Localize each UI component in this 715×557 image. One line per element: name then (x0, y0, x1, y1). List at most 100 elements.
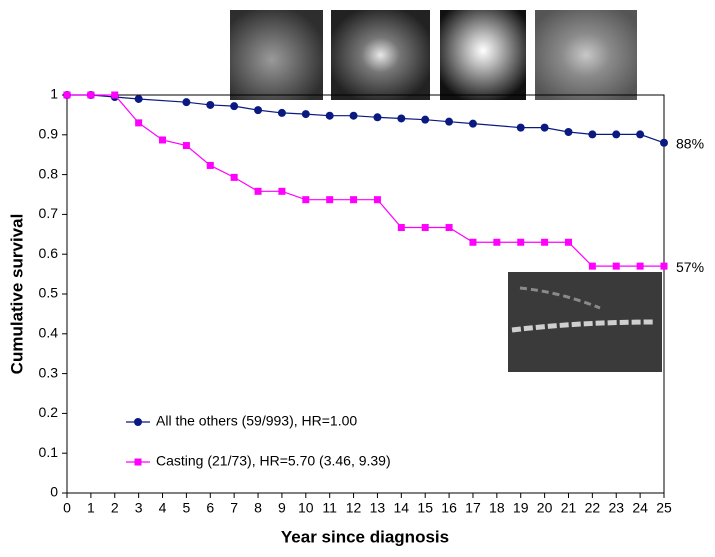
x-tick-label: 10 (298, 500, 314, 516)
x-tick-label: 12 (346, 500, 362, 516)
x-tick-label: 19 (513, 500, 529, 516)
end-annotation: 57% (676, 259, 704, 275)
y-tick-label: 0.7 (39, 205, 59, 221)
x-tick-label: 25 (656, 500, 672, 516)
x-tick-label: 15 (417, 500, 433, 516)
y-tick-label: 0.4 (39, 325, 59, 341)
legend-marker (134, 458, 142, 466)
thumbnail (535, 10, 637, 100)
data-point (326, 196, 334, 204)
data-point (87, 91, 95, 99)
thumbnail (508, 272, 662, 372)
legend-marker (134, 418, 142, 426)
y-tick-label: 0.9 (39, 126, 59, 142)
data-point (278, 187, 286, 195)
data-point (421, 115, 430, 124)
x-tick-label: 21 (561, 500, 577, 516)
x-tick-label: 1 (87, 500, 95, 516)
data-point (349, 111, 358, 120)
x-tick-label: 24 (632, 500, 648, 516)
y-tick-label: 0.6 (39, 245, 59, 261)
data-point (254, 187, 262, 195)
data-point (540, 123, 549, 132)
data-point (564, 238, 572, 246)
x-tick-label: 4 (159, 500, 167, 516)
data-point (564, 128, 573, 137)
data-point (469, 238, 477, 246)
x-tick-label: 11 (322, 500, 337, 516)
data-point (182, 98, 191, 107)
data-point (350, 196, 358, 204)
x-tick-label: 5 (183, 500, 191, 516)
series-line (67, 94, 664, 267)
data-point (660, 138, 668, 147)
x-tick-label: 22 (585, 500, 601, 516)
data-point (588, 262, 596, 270)
data-point (301, 110, 310, 119)
x-tick-label: 6 (206, 500, 214, 516)
x-tick-label: 17 (465, 500, 481, 516)
y-tick-label: 0 (50, 484, 58, 500)
y-tick-label: 0.1 (39, 444, 59, 460)
data-point (445, 117, 454, 126)
y-tick-label: 0.3 (39, 364, 59, 380)
data-point (612, 130, 621, 139)
data-point (373, 196, 381, 204)
y-tick-label: 0.8 (39, 165, 59, 181)
y-axis-title: Cumulative survival (7, 214, 26, 375)
data-point (159, 136, 167, 144)
legend-label: All the others (59/993), HR=1.00 (156, 413, 357, 429)
thumbnails (230, 10, 637, 100)
y-tick-label: 1 (50, 86, 58, 102)
data-point (588, 130, 597, 139)
data-point (397, 224, 405, 232)
data-point (230, 102, 239, 111)
data-point (421, 224, 429, 232)
data-point (397, 114, 406, 123)
thumbnail (331, 10, 430, 100)
data-point (111, 91, 119, 99)
x-tick-label: 23 (608, 500, 624, 516)
data-point (660, 262, 668, 270)
data-point (517, 238, 525, 246)
y-tick-label: 0.5 (39, 285, 59, 301)
data-point (636, 130, 645, 139)
data-point (135, 119, 143, 127)
data-point (516, 123, 525, 132)
x-tick-label: 20 (537, 500, 553, 516)
x-tick-label: 8 (254, 500, 262, 516)
data-point (373, 113, 382, 122)
y-tick-label: 0.2 (39, 404, 59, 420)
x-tick-label: 16 (441, 500, 457, 516)
data-point (612, 262, 620, 270)
data-point (493, 238, 501, 246)
data-point (636, 262, 644, 270)
data-point (445, 224, 453, 232)
data-point (206, 100, 215, 109)
data-point (277, 108, 286, 117)
data-point (230, 173, 238, 181)
x-tick-label: 3 (135, 500, 143, 516)
thumbnail (440, 10, 526, 100)
x-tick-label: 7 (230, 500, 238, 516)
data-point (254, 106, 263, 115)
data-point (325, 111, 334, 120)
x-tick-label: 14 (394, 500, 410, 516)
end-annotation: 88% (676, 135, 704, 151)
x-tick-label: 0 (63, 500, 71, 516)
data-point (63, 91, 71, 99)
x-axis-title: Year since diagnosis (281, 527, 449, 546)
data-point (182, 142, 190, 150)
x-tick-label: 9 (278, 500, 286, 516)
data-point (302, 196, 310, 204)
legend-label: Casting (21/73), HR=5.70 (3.46, 9.39) (156, 453, 391, 469)
data-point (541, 238, 549, 246)
x-tick-label: 2 (111, 500, 119, 516)
data-point (468, 119, 477, 128)
thumbnail (230, 10, 323, 100)
x-tick-label: 13 (370, 500, 386, 516)
data-point (134, 94, 143, 103)
x-tick-label: 18 (489, 500, 505, 516)
